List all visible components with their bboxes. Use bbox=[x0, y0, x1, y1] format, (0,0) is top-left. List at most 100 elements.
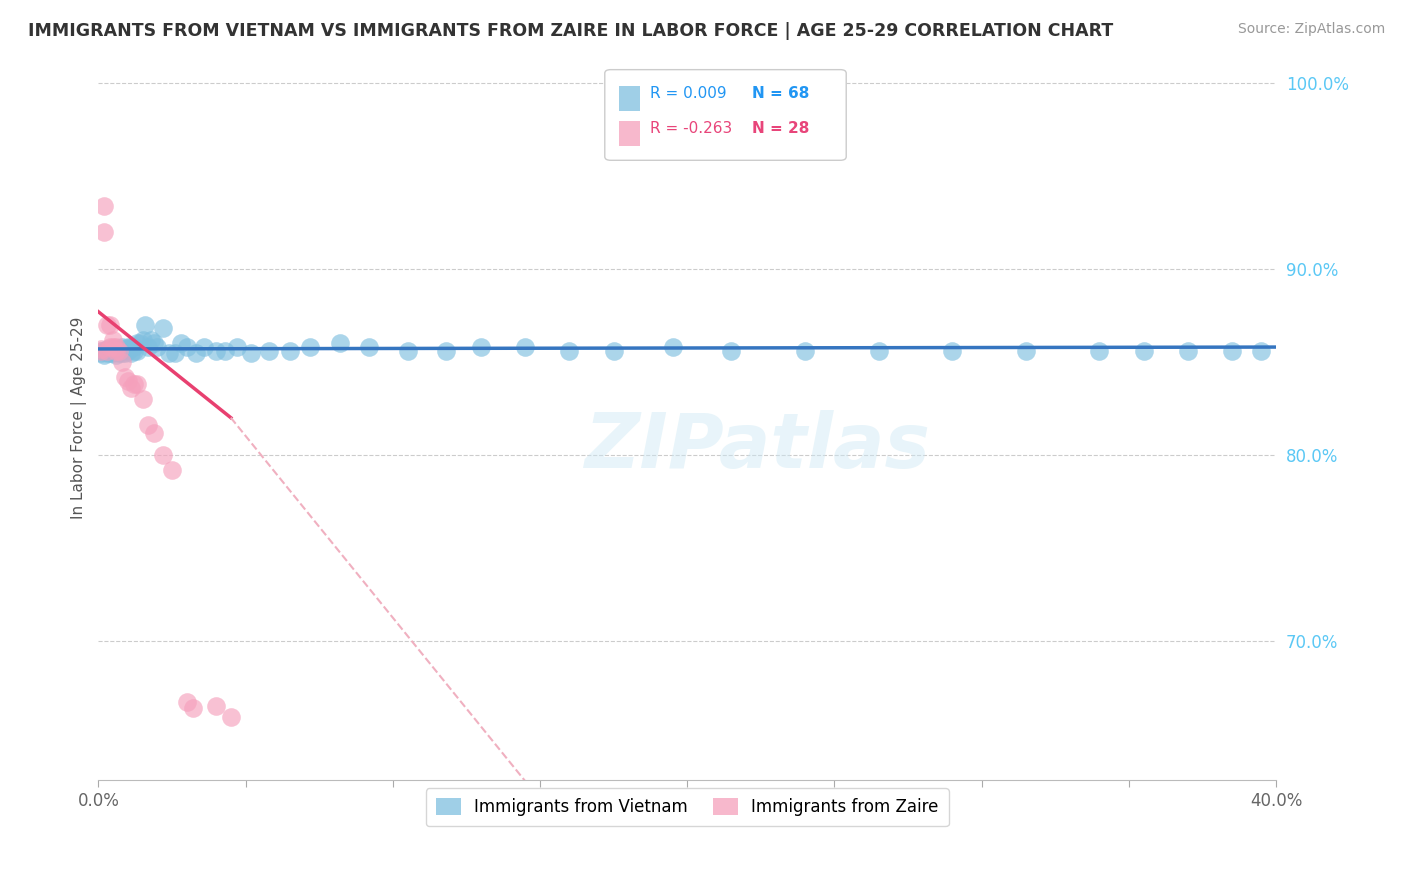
Point bbox=[138, 340, 160, 354]
Point bbox=[205, 698, 228, 713]
Point bbox=[214, 343, 236, 358]
Point bbox=[98, 345, 121, 359]
Point bbox=[114, 345, 136, 359]
Point bbox=[515, 340, 537, 354]
Point bbox=[114, 369, 136, 384]
Point bbox=[101, 342, 124, 356]
Y-axis label: In Labor Force | Age 25-29: In Labor Force | Age 25-29 bbox=[72, 317, 87, 519]
Point bbox=[101, 333, 124, 347]
Point bbox=[160, 463, 183, 477]
Point bbox=[299, 340, 322, 354]
Point bbox=[176, 695, 198, 709]
Point bbox=[101, 343, 124, 358]
Point bbox=[868, 343, 890, 358]
Point bbox=[329, 336, 352, 351]
Point bbox=[120, 381, 142, 395]
Point bbox=[1132, 343, 1154, 358]
Point bbox=[602, 343, 624, 358]
Point bbox=[96, 342, 118, 356]
Point bbox=[181, 700, 204, 714]
Point bbox=[661, 340, 683, 354]
Point bbox=[219, 710, 242, 724]
Point bbox=[105, 342, 128, 356]
Point bbox=[93, 347, 115, 361]
Point bbox=[157, 345, 180, 359]
Point bbox=[122, 377, 145, 392]
Point bbox=[98, 343, 121, 358]
Text: R = 0.009: R = 0.009 bbox=[650, 87, 725, 102]
Bar bbox=[619, 121, 640, 145]
Point bbox=[120, 345, 142, 359]
Point bbox=[1220, 343, 1243, 358]
Point bbox=[205, 343, 228, 358]
Point bbox=[108, 343, 131, 358]
Point bbox=[105, 347, 128, 361]
Point bbox=[941, 343, 963, 358]
Point bbox=[278, 343, 301, 358]
Point bbox=[176, 340, 198, 354]
Point bbox=[98, 340, 121, 354]
Point bbox=[240, 345, 263, 359]
Text: N = 68: N = 68 bbox=[752, 87, 810, 102]
Point bbox=[225, 340, 247, 354]
Point bbox=[114, 342, 136, 356]
Point bbox=[120, 340, 142, 354]
Point bbox=[122, 340, 145, 354]
Point bbox=[96, 345, 118, 359]
Point bbox=[108, 345, 131, 359]
Point bbox=[131, 333, 153, 347]
Point bbox=[143, 336, 166, 351]
Point bbox=[90, 343, 112, 358]
Point bbox=[141, 333, 163, 347]
Point bbox=[720, 343, 742, 358]
Legend: Immigrants from Vietnam, Immigrants from Zaire: Immigrants from Vietnam, Immigrants from… bbox=[426, 789, 949, 826]
Point bbox=[193, 340, 215, 354]
Point bbox=[1250, 343, 1272, 358]
Point bbox=[108, 343, 131, 358]
Text: Source: ZipAtlas.com: Source: ZipAtlas.com bbox=[1237, 22, 1385, 37]
Point bbox=[105, 343, 128, 358]
Point bbox=[1015, 343, 1038, 358]
Point bbox=[184, 345, 207, 359]
Point bbox=[111, 355, 134, 369]
Point bbox=[90, 343, 112, 358]
Point bbox=[163, 345, 186, 359]
Point bbox=[134, 318, 156, 332]
Point bbox=[93, 343, 115, 358]
Point bbox=[146, 340, 169, 354]
Point bbox=[794, 343, 817, 358]
Point bbox=[111, 340, 134, 354]
Text: IMMIGRANTS FROM VIETNAM VS IMMIGRANTS FROM ZAIRE IN LABOR FORCE | AGE 25-29 CORR: IMMIGRANTS FROM VIETNAM VS IMMIGRANTS FR… bbox=[28, 22, 1114, 40]
Point bbox=[125, 336, 148, 351]
Point bbox=[90, 345, 112, 359]
FancyBboxPatch shape bbox=[605, 70, 846, 161]
Point bbox=[558, 343, 581, 358]
Point bbox=[257, 343, 280, 358]
Point bbox=[396, 343, 419, 358]
Point bbox=[90, 342, 112, 356]
Point bbox=[117, 374, 139, 388]
Point bbox=[170, 336, 193, 351]
Point bbox=[131, 392, 153, 406]
Point bbox=[1177, 343, 1199, 358]
Point bbox=[96, 318, 118, 332]
Point bbox=[101, 345, 124, 359]
Point bbox=[152, 448, 174, 462]
Text: ZIPatlas: ZIPatlas bbox=[585, 409, 931, 483]
Point bbox=[96, 343, 118, 358]
Point bbox=[122, 343, 145, 358]
Point bbox=[108, 342, 131, 356]
Bar bbox=[619, 87, 640, 111]
Point bbox=[143, 425, 166, 440]
Point bbox=[128, 336, 150, 351]
Point bbox=[125, 377, 148, 392]
Point bbox=[359, 340, 381, 354]
Point bbox=[125, 343, 148, 358]
Point bbox=[1088, 343, 1111, 358]
Point bbox=[111, 345, 134, 359]
Point bbox=[98, 318, 121, 332]
Point bbox=[101, 340, 124, 354]
Point bbox=[152, 321, 174, 335]
Point bbox=[93, 199, 115, 213]
Point bbox=[93, 225, 115, 239]
